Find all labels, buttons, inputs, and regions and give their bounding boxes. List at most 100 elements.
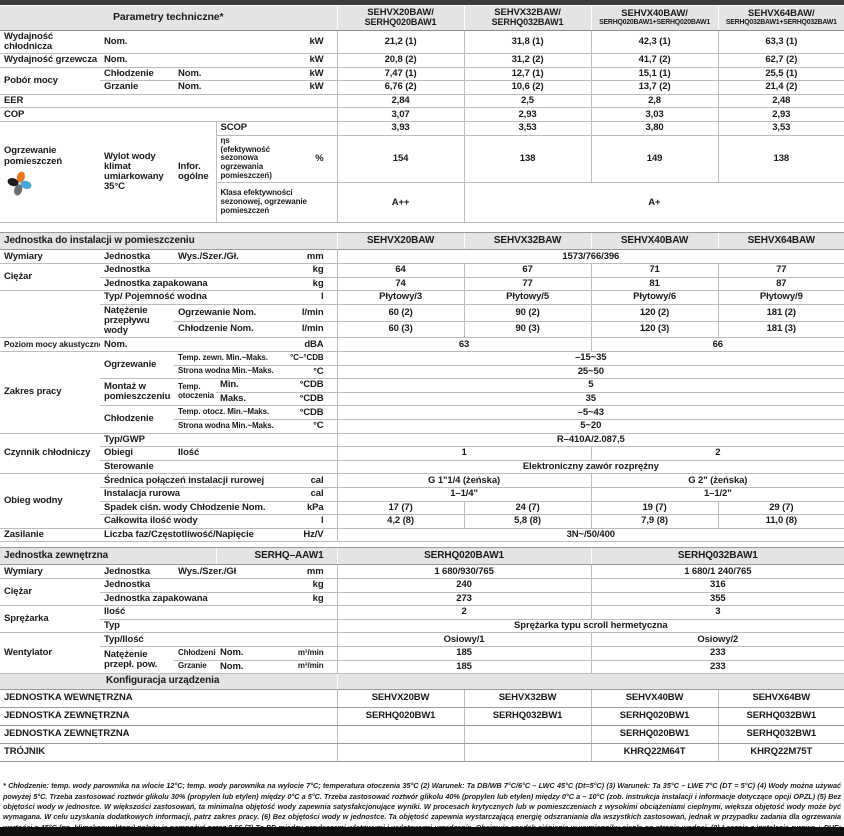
section-header: Jednostka do instalacji w pomieszczeniu — [0, 232, 338, 251]
unit-cell: l/min — [280, 304, 338, 322]
param-label: Zakres pracy — [0, 351, 100, 434]
value-cell: 10,6 (2) — [463, 80, 592, 95]
table-row: Konfiguracja urządzenia — [0, 673, 844, 691]
value-cell: 181 (2) — [717, 304, 844, 322]
table-row: Sterowanie Elektroniczny zawór rozprężny — [0, 460, 844, 475]
table-row: Jednostka do instalacji w pomieszczeniu S… — [0, 232, 844, 251]
value-cell: 3,03 — [590, 107, 719, 122]
table-row: Zakres pracy Ogrzewanie Temp. zewn. Min.~M… — [0, 351, 844, 434]
value-cell: 11,0 (8) — [717, 514, 844, 529]
table-row: Parametry techniczne* SEHVX20BAW/SERHQ020… — [0, 6, 844, 31]
param-label: Wentylator — [0, 632, 100, 675]
value-cell: 21,2 (1) — [336, 30, 465, 54]
spacer-cell — [0, 222, 844, 233]
value-cell: 181 (3) — [717, 321, 844, 339]
param-label: Ciężar — [0, 578, 100, 607]
param-label: Jednostka zapakowana — [100, 277, 280, 292]
table-row: Jednostka zapakowana kg 273 355 — [0, 592, 844, 607]
value-cell: 7,9 (8) — [590, 514, 719, 529]
table-row: ηs (efektywność sezonowa ogrzewania pomi… — [0, 135, 844, 184]
value-cell: 41,7 (2) — [590, 53, 719, 68]
table-row: Sprężarka Ilość 2 3 — [0, 605, 844, 634]
value-cell: KHRQ22M64T — [590, 743, 719, 763]
unit-cell: mm — [280, 564, 338, 579]
value-cell: 13,7 (2) — [590, 80, 719, 95]
value-cell: 5 — [336, 378, 844, 393]
table-row: Natężenie przepł. pow. Chłodzenie Nom. m³/m… — [0, 646, 844, 675]
param-label: EER — [0, 94, 338, 109]
value-cell: 25~50 — [336, 365, 844, 380]
value-cell: 63,3 (1) — [717, 30, 844, 54]
value-cell: G 1"1/4 (żeńska) — [336, 473, 592, 488]
value-cell: 62,7 (2) — [717, 53, 844, 68]
model-name-secondary: SERHQ020BAW1 — [364, 17, 437, 28]
unit-cell: cal — [280, 487, 338, 502]
value-cell: 1–1/2" — [590, 487, 844, 502]
param-label: Średnica połączeń instalacji rurowej — [100, 473, 280, 488]
value-cell: 138 — [717, 135, 844, 184]
value-cell: SEHVX32BW — [463, 689, 592, 709]
model-name: SEHVX40BAW/ — [621, 7, 688, 19]
table-row: Wentylator Typ/Ilość Osiowy/1 Osiowy/2 — [0, 632, 844, 675]
value-cell: 5,8 (8) — [463, 514, 592, 529]
param-label: Pobór mocy — [0, 67, 100, 95]
unit-cell: °CDB — [280, 405, 338, 421]
value-cell: 154 — [336, 135, 465, 184]
param-label: Nom. — [100, 53, 280, 68]
table-row: Montaż w pomieszczeniu Temp. otoczenia Min… — [0, 378, 844, 407]
value-cell: 2,48 — [717, 94, 844, 109]
unit-cell: kW — [280, 53, 338, 68]
unit-cell: kg — [280, 277, 338, 292]
value-cell: 1 680/930/765 — [336, 564, 592, 579]
column-header: SERHQ020BAW1 — [336, 547, 592, 566]
param-label: Obiegi — [100, 446, 174, 461]
value-cell: 2,84 — [336, 94, 465, 109]
table-row: Instalacja rurowa cal 1–1/4" 1–1/2" — [0, 487, 844, 502]
param-label: Czynnik chłodniczy — [0, 433, 100, 475]
value-cell — [336, 743, 465, 763]
param-label: Chłodzenie — [100, 405, 174, 434]
param-label: Jednostka — [100, 249, 174, 264]
value-cell: Osiowy/2 — [590, 632, 844, 647]
value-cell: 6,76 (2) — [336, 80, 465, 95]
table-row: Wydajność chłodnicza Nom. kW 21,2 (1) 31,8 (… — [0, 30, 844, 54]
value-cell: 12,7 (1) — [463, 67, 592, 82]
value-cell: Osiowy/1 — [336, 632, 592, 647]
value-cell: 19 (7) — [590, 501, 719, 516]
model-name-secondary: SERHQ032BAW1+SERHQ032BAW1 — [725, 19, 837, 27]
table-row: Typ Sprężarka typu scroll hermetyczna — [0, 619, 844, 634]
unit-cell: l — [280, 290, 338, 305]
unit-cell: dBA — [280, 337, 338, 353]
param-label: Temp. zewn. Min.~Maks. — [174, 351, 280, 366]
unit-cell: kW — [280, 30, 338, 54]
param-label: Chłodzenie Nom. — [174, 321, 280, 339]
param-label: Montaż w pomieszczeniu — [100, 378, 174, 407]
value-cell: SERHQ020BW1 — [336, 707, 465, 727]
series-label: SERHQ–AAW1 — [215, 547, 338, 566]
value-cell: 2 — [336, 605, 592, 620]
value-cell: 3,93 — [336, 121, 465, 136]
value-cell: 2,5 — [463, 94, 592, 109]
value-cell: 233 — [590, 660, 844, 675]
param-label: Ilość — [100, 605, 338, 620]
table-row: Poziom mocy akustycznej Nom. dBA 63 66 — [0, 337, 844, 353]
unit-cell: kW — [280, 67, 338, 82]
value-cell: 29 (7) — [717, 501, 844, 516]
value-cell: SERHQ020BW1 — [590, 725, 719, 745]
config-label: JEDNOSTKA ZEWNĘTRZNA — [0, 707, 338, 727]
param-label: Typ/ Pojemność wodna — [100, 290, 280, 305]
unit-cell: °CDB — [280, 392, 338, 407]
value-cell: 60 (3) — [336, 321, 465, 339]
value-cell: Płytowy/5 — [463, 290, 592, 305]
unit-cell: kg — [280, 592, 338, 607]
value-cell: SERHQ032BW1 — [463, 707, 592, 727]
model-name: SEHVX32BAW/ — [494, 6, 561, 18]
value-cell: 42,3 (1) — [590, 30, 719, 54]
param-label: Strona wodna Min.~Maks. — [174, 419, 280, 434]
unit-cell: mm — [280, 249, 338, 264]
table-row: Zasilanie Liczba faz/Częstotliwość/Napięc… — [0, 528, 844, 543]
value-cell: Elektroniczny zawór rozprężny — [336, 460, 844, 475]
value-cell — [336, 725, 465, 745]
value-cell: 273 — [336, 592, 592, 607]
value-cell: 25,5 (1) — [717, 67, 844, 82]
